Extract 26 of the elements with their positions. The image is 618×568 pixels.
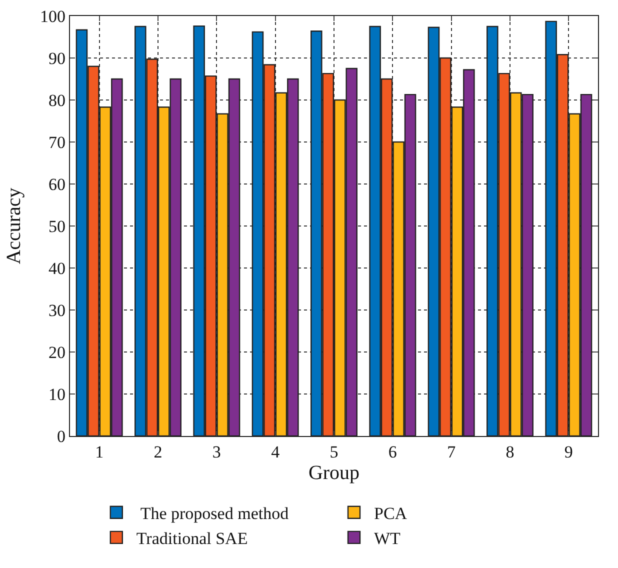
y-tick-label: 40 xyxy=(48,258,66,278)
y-tick-label: 0 xyxy=(57,426,66,446)
x-tick-label: 4 xyxy=(271,442,280,462)
y-tick-label: 30 xyxy=(48,300,66,320)
x-tick-label: 6 xyxy=(388,442,397,462)
y-axis-title: Accuracy xyxy=(2,188,25,264)
x-axis-title: Group xyxy=(308,462,360,484)
y-tick-label: 10 xyxy=(48,384,66,404)
x-tick-label: 9 xyxy=(564,442,573,462)
x-tick-label: 2 xyxy=(154,442,162,462)
y-tick-label: 70 xyxy=(48,132,66,152)
legend-label: Traditional SAE xyxy=(136,529,248,548)
x-tick-label: 3 xyxy=(212,442,221,462)
y-tick-label: 20 xyxy=(48,342,66,362)
y-tick-label: 100 xyxy=(40,6,66,26)
x-tick-label: 8 xyxy=(506,442,514,462)
y-tick-label: 50 xyxy=(48,216,66,236)
x-tick-label: 1 xyxy=(95,442,104,462)
y-tick-label: 60 xyxy=(48,174,66,194)
x-tick-label: 5 xyxy=(330,442,338,462)
legend-label: WT xyxy=(374,529,402,548)
y-tick-label: 90 xyxy=(48,48,66,68)
y-tick-label: 80 xyxy=(48,90,66,110)
x-tick-label: 7 xyxy=(447,442,456,462)
legend-label: The proposed method xyxy=(136,504,290,523)
legend-label: PCA xyxy=(374,504,408,523)
